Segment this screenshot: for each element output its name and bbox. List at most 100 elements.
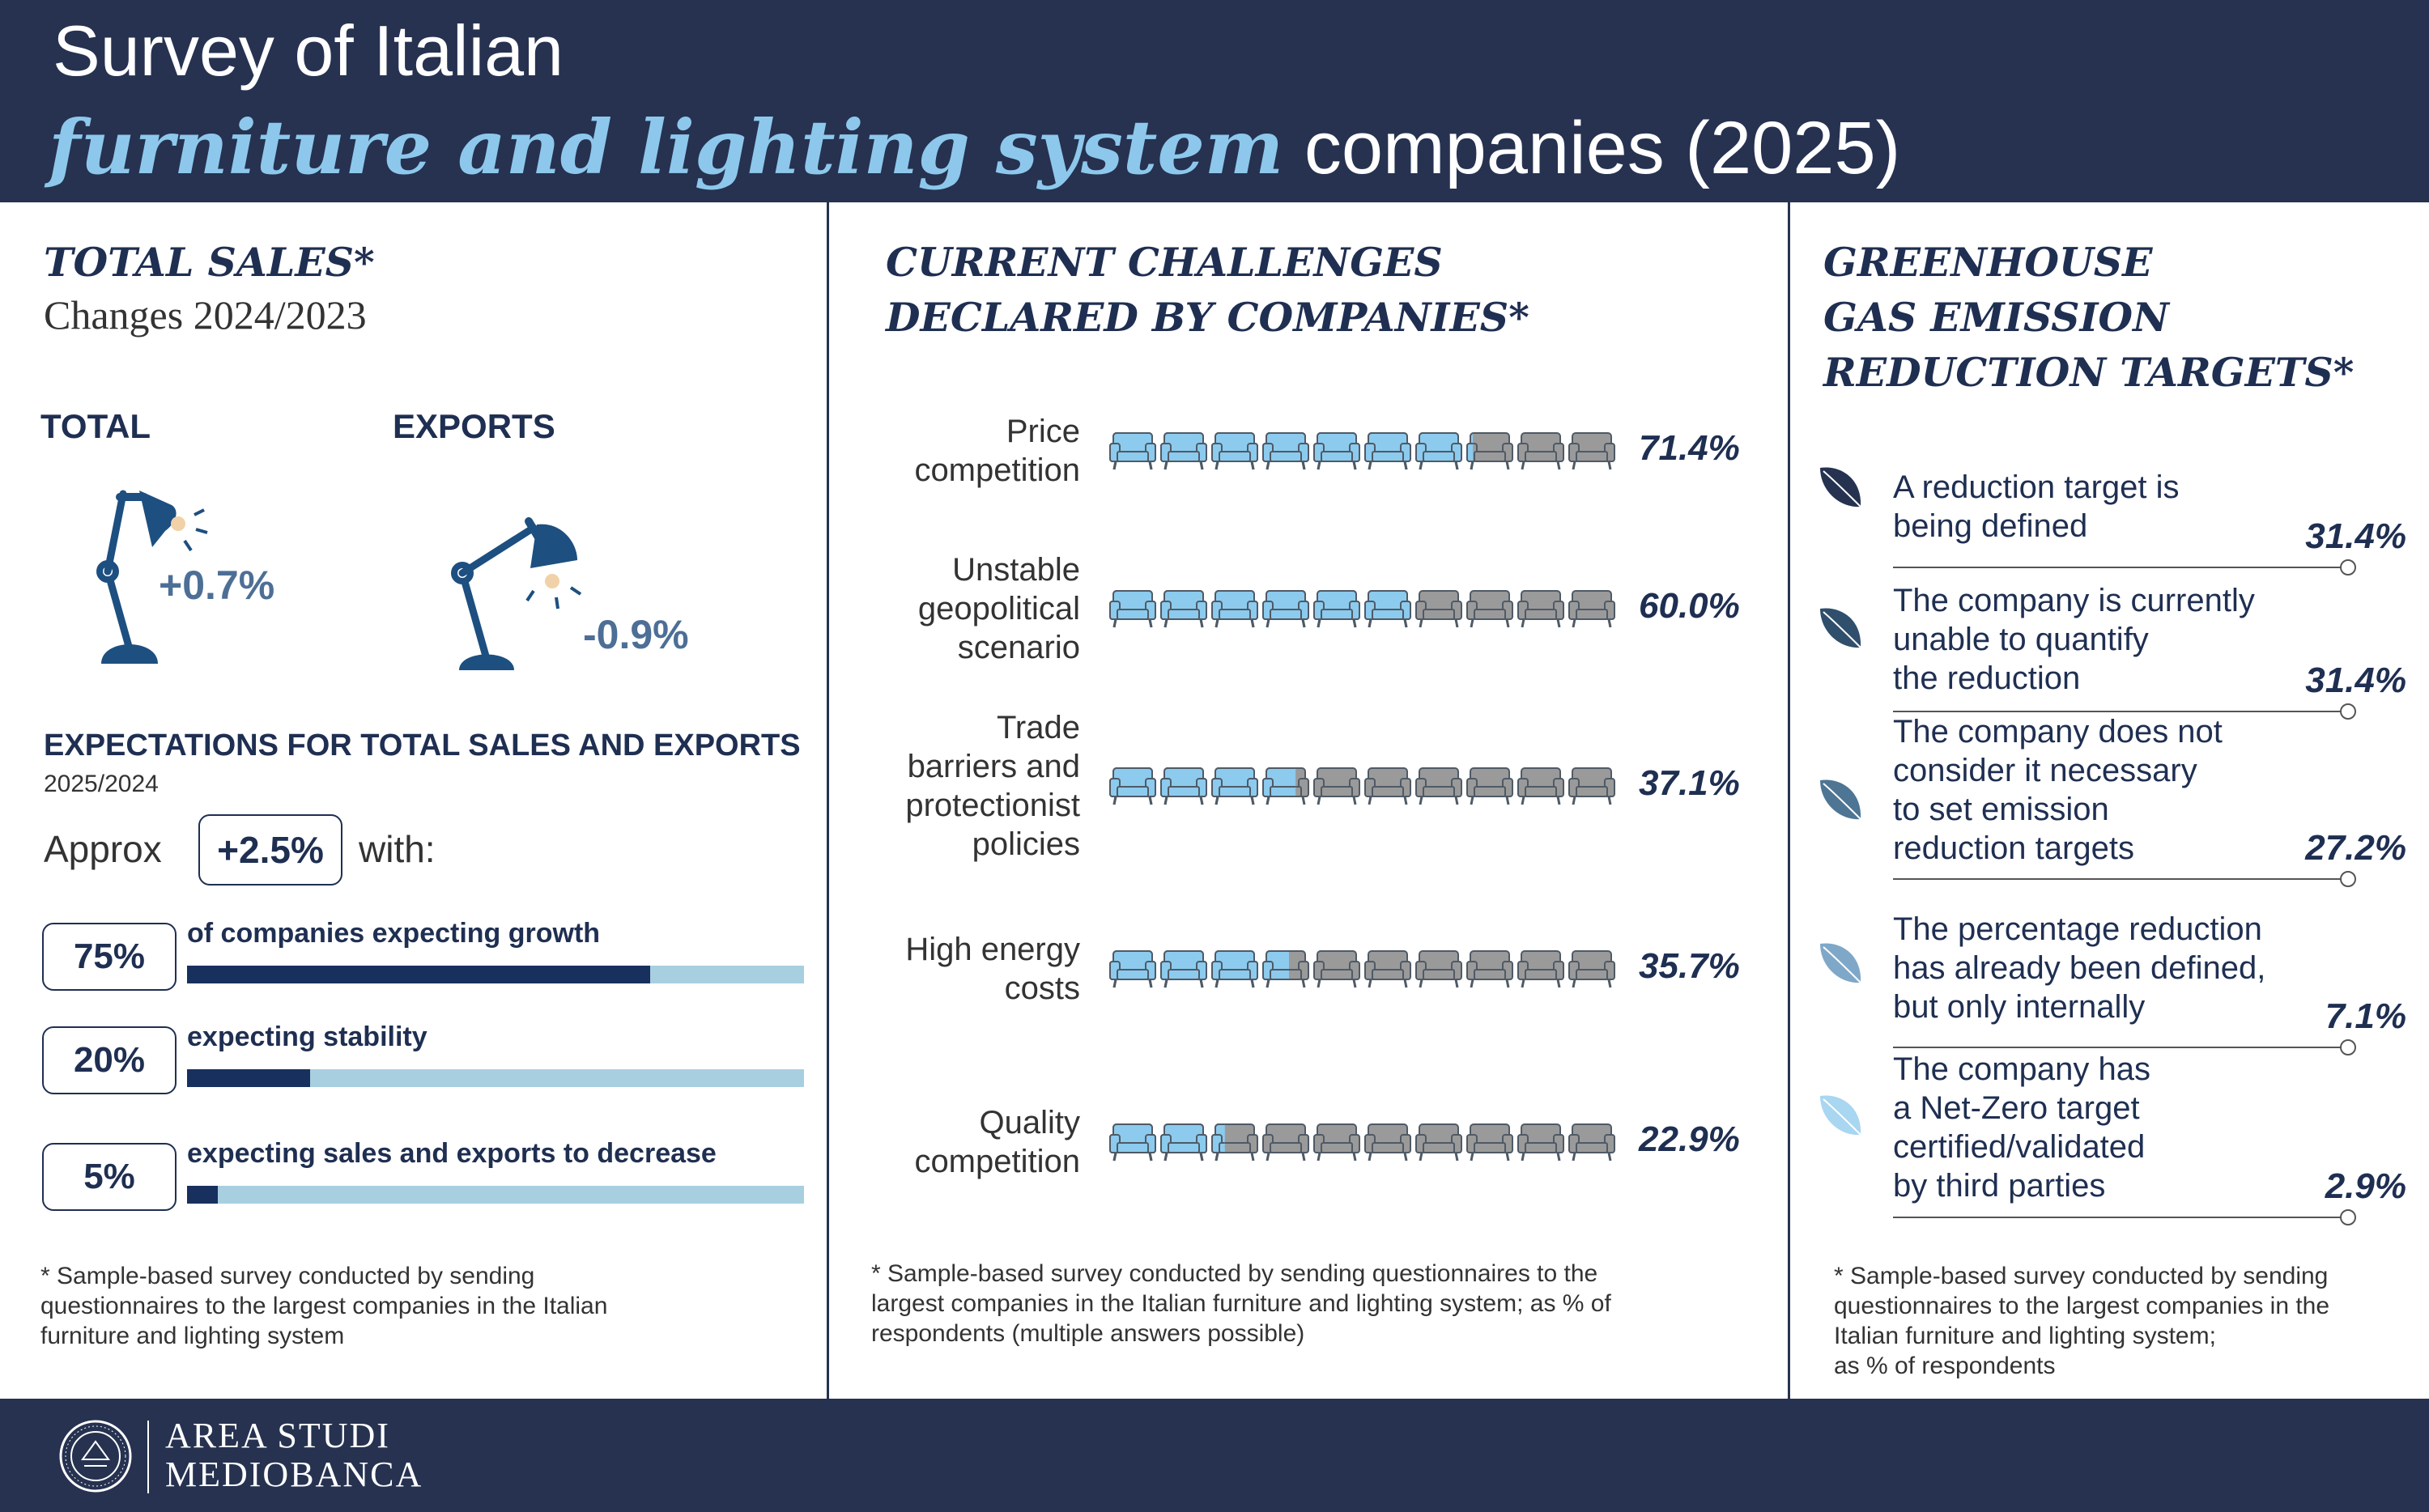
total-sales-title: TOTAL SALES* [44, 239, 375, 286]
target-value: 7.1% [2325, 996, 2406, 1036]
target-divider-dot [2340, 703, 2356, 720]
target-label-line: by third parties [1893, 1168, 2106, 1204]
challenge-label-line: barriers and [907, 749, 1080, 784]
target-divider [1893, 878, 2346, 880]
expectation-label: expecting stability [187, 1021, 428, 1052]
armchair-icon [1211, 432, 1258, 470]
armchair-icon [1364, 767, 1411, 805]
target-label: A reduction target is being defined [1893, 468, 2180, 546]
header-band: Survey of Italian furniture and lighting… [0, 0, 2429, 202]
challenges-title: CURRENT CHALLENGES DECLARED BY COMPANIES… [886, 235, 1529, 345]
armchair-icon [1313, 767, 1360, 805]
challenge-value: 60.0% [1639, 586, 1740, 626]
target-label-line: reduction targets [1893, 830, 2134, 866]
target-label: The company does not consider it necessar… [1893, 712, 2223, 868]
armchair-icon [1415, 950, 1462, 988]
challenge-label: Trade barriers and protectionist policies [905, 708, 1080, 864]
armchair-icon [1262, 1123, 1309, 1162]
target-label-line: The company does not [1893, 714, 2223, 750]
approx-value-box: +2.5% [198, 814, 342, 886]
challenge-label-line: Unstable [952, 552, 1080, 588]
armchair-icon [1109, 767, 1156, 805]
armchair-icon [1160, 950, 1207, 988]
target-divider [1893, 711, 2346, 712]
expectation-bar-track [187, 1186, 804, 1204]
challenge-label-line: scenario [957, 630, 1080, 665]
target-divider-dot [2340, 559, 2356, 575]
target-value: 31.4% [2305, 516, 2406, 556]
armchair-icon [1262, 590, 1309, 628]
challenge-value: 37.1% [1639, 763, 1740, 803]
note-line: * Sample-based survey conducted by sendi… [871, 1260, 1598, 1287]
leaf-icon [1820, 779, 1861, 820]
armchair-icon [1364, 1123, 1411, 1162]
armchair-icon [1211, 590, 1258, 628]
armchair-icon [1211, 1123, 1258, 1162]
challenge-label: Price competition [914, 412, 1080, 490]
challenge-value: 22.9% [1639, 1119, 1740, 1159]
challenge-pictogram-row [1109, 432, 1615, 470]
armchair-icon [1466, 767, 1513, 805]
expectation-bar-fill [187, 1069, 311, 1087]
armchair-icon [1517, 767, 1564, 805]
title-line: GREENHOUSE [1823, 239, 2153, 286]
exports-sales-value: -0.9% [583, 612, 689, 657]
armchair-icon [1313, 1123, 1360, 1162]
armchair-icon [1568, 767, 1615, 805]
brand-line1: AREA STUDI [165, 1416, 390, 1455]
challenge-label-line: competition [914, 452, 1080, 488]
armchair-icon [1211, 767, 1258, 805]
target-label-line: being defined [1893, 508, 2088, 544]
armchair-icon [1415, 1123, 1462, 1162]
middle-footnote: * Sample-based survey conducted by sendi… [871, 1259, 1611, 1348]
armchair-icon [1466, 950, 1513, 988]
expectation-label: of companies expecting growth [187, 918, 601, 949]
armchair-icon [1160, 1123, 1207, 1162]
armchair-icon [1415, 767, 1462, 805]
title-line: CURRENT CHALLENGES [886, 239, 1443, 286]
note-line: questionnaires to the largest companies … [1834, 1293, 2330, 1319]
armchair-icon [1466, 1123, 1513, 1162]
mediobanca-seal-icon [59, 1420, 132, 1493]
target-value: 27.2% [2305, 828, 2406, 868]
title-line: GAS EMISSION [1823, 294, 2169, 341]
expectation-bar-track [187, 966, 804, 983]
challenge-label-line: costs [1004, 970, 1080, 1006]
approx-label: Approx [44, 828, 162, 870]
target-divider-dot [2340, 1209, 2356, 1225]
armchair-icon [1109, 950, 1156, 988]
challenge-label-line: Price [1006, 414, 1080, 449]
note-line: respondents (multiple answers possible) [871, 1320, 1305, 1347]
challenge-pictogram-row [1109, 767, 1615, 805]
target-divider-dot [2340, 1039, 2356, 1055]
expectation-percent-box: 20% [42, 1026, 177, 1094]
challenge-pictogram-row [1109, 1123, 1615, 1162]
target-label-line: a Net-Zero target [1893, 1090, 2140, 1126]
target-label-line: consider it necessary [1893, 753, 2197, 788]
target-value: 31.4% [2305, 660, 2406, 700]
armchair-icon [1313, 432, 1360, 470]
challenge-label: Quality competition [914, 1103, 1080, 1181]
expectation-bar-fill [187, 966, 650, 983]
challenge-value: 35.7% [1639, 946, 1740, 986]
target-label-line: but only internally [1893, 989, 2146, 1025]
armchair-icon [1313, 590, 1360, 628]
armchair-icon [1364, 950, 1411, 988]
target-divider [1893, 1047, 2346, 1048]
total-sales-value: +0.7% [159, 563, 275, 608]
total-label: TOTAL [40, 407, 151, 445]
armchair-icon [1568, 1123, 1615, 1162]
armchair-icon [1568, 590, 1615, 628]
leaf-icon [1820, 608, 1861, 648]
challenge-label-line: policies [972, 826, 1080, 862]
challenge-pictogram-row [1109, 950, 1615, 988]
armchair-icon [1262, 950, 1309, 988]
challenge-label-line: competition [914, 1144, 1080, 1179]
challenge-pictogram-row [1109, 590, 1615, 628]
armchair-icon [1160, 767, 1207, 805]
armchair-icon [1109, 1123, 1156, 1162]
note-line: Italian furniture and lighting system; [1834, 1323, 2216, 1349]
target-label: The percentage reduction has already been… [1893, 910, 2265, 1026]
armchair-icon [1160, 432, 1207, 470]
note-line: * Sample-based survey conducted by sendi… [1834, 1263, 2329, 1289]
